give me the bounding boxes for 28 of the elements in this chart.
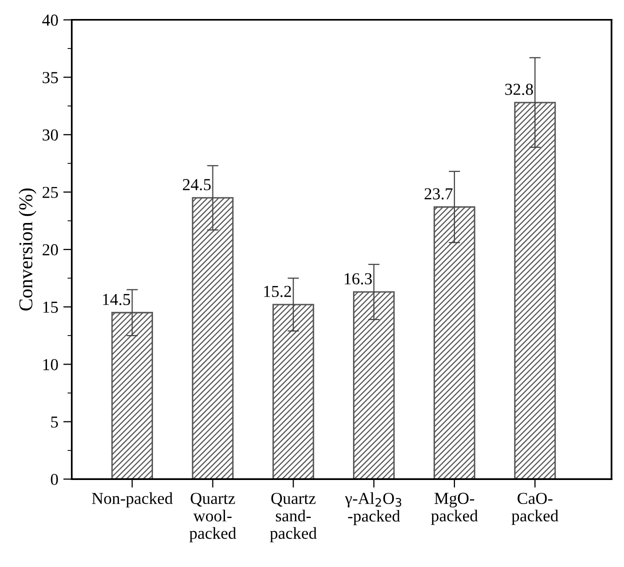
x-tick-label: Quartz sand- packed — [270, 492, 317, 542]
y-tick-label: 10 — [43, 358, 58, 370]
x-tick-label: MgO- packed — [431, 492, 478, 525]
y-tick-label: 0 — [50, 474, 58, 486]
y-tick-label: 30 — [42, 129, 58, 141]
data-label: 23.7 — [424, 188, 453, 200]
y-tick-label: 25 — [42, 186, 58, 198]
y-tick-label: 5 — [51, 416, 58, 428]
x-tick-label: Non-packed — [92, 492, 173, 508]
y-tick-label: 40 — [42, 14, 58, 26]
y-tick-label: 20 — [42, 244, 58, 256]
x-tick-label: CaO- packed — [512, 492, 558, 525]
bar — [272, 304, 314, 480]
y-tick-label: 35 — [42, 72, 58, 84]
bar — [434, 206, 476, 480]
data-label: 16.3 — [344, 273, 372, 284]
y-axis-title: Conversion (%) — [18, 188, 36, 311]
data-label: 14.5 — [103, 294, 130, 306]
y-tick-label: 15 — [43, 302, 58, 313]
bar — [192, 197, 234, 480]
data-label: 15.2 — [264, 286, 291, 298]
data-label: 32.8 — [505, 84, 533, 96]
x-tick-label: γ-Al$_{2}$O$_{3}$ -packed — [344, 492, 402, 526]
bar — [111, 312, 154, 480]
bar — [353, 291, 395, 480]
bar — [514, 102, 556, 480]
data-label: 24.5 — [182, 179, 211, 190]
x-tick-label: Quartz wool- packed — [189, 492, 236, 542]
